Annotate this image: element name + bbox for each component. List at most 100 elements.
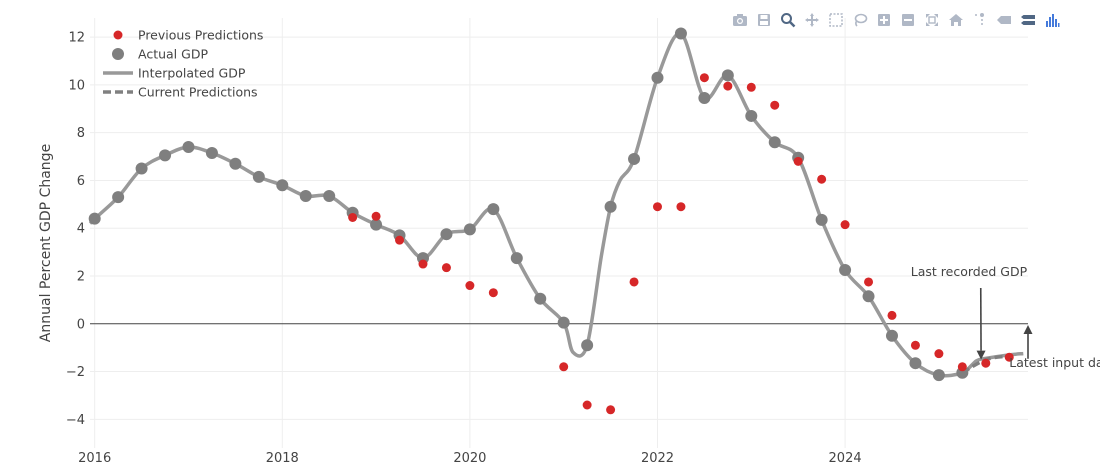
legend-label: Actual GDP [138, 47, 208, 62]
previous-prediction-point[interactable] [699, 73, 709, 83]
actual-gdp-point[interactable] [135, 162, 148, 175]
previous-prediction-point[interactable] [1004, 352, 1014, 362]
previous-prediction-point[interactable] [488, 288, 498, 298]
legend-item[interactable]: Previous Predictions [113, 28, 264, 43]
x-tick-label: 2020 [453, 451, 486, 465]
actual-gdp-point[interactable] [815, 213, 828, 226]
x-axis-ticks: 2016 2018 2020 2022 2024 [78, 451, 861, 465]
actual-gdp-point[interactable] [229, 157, 242, 170]
previous-prediction-point[interactable] [817, 174, 827, 184]
actual-gdp-point[interactable] [604, 200, 617, 213]
legend-label: Interpolated GDP [138, 66, 246, 81]
legend-item[interactable]: Current Predictions [103, 85, 258, 100]
actual-gdp-point[interactable] [909, 357, 922, 370]
save-icon[interactable] [752, 10, 776, 30]
previous-prediction-point[interactable] [629, 277, 639, 287]
previous-prediction-point[interactable] [441, 263, 451, 273]
y-tick-label: −4 [66, 413, 85, 428]
x-tick-label: 2022 [641, 451, 674, 465]
actual-gdp-point[interactable] [885, 329, 898, 342]
actual-gdp-point[interactable] [581, 339, 594, 352]
actual-gdp-point[interactable] [651, 71, 664, 84]
actual-gdp-point[interactable] [839, 264, 852, 277]
actual-gdp-point[interactable] [182, 141, 195, 153]
hover-compare-icon[interactable] [1016, 10, 1040, 30]
actual-gdp-point[interactable] [463, 223, 476, 236]
actual-gdp-point[interactable] [557, 316, 570, 329]
annotation-label: Latest input data [1009, 355, 1100, 370]
previous-prediction-point[interactable] [559, 362, 569, 372]
y-tick-label: 8 [77, 126, 85, 141]
actual-gdp-point[interactable] [768, 136, 781, 149]
actual-gdp-point[interactable] [276, 179, 289, 192]
actual-gdp-point[interactable] [299, 189, 312, 202]
previous-prediction-point[interactable] [934, 349, 944, 359]
actual-gdp-point[interactable] [932, 369, 945, 382]
previous-prediction-point[interactable] [371, 211, 381, 221]
autoscale-icon[interactable] [920, 10, 944, 30]
previous-prediction-point[interactable] [981, 358, 991, 368]
pan-icon[interactable] [800, 10, 824, 30]
actual-gdp-point[interactable] [159, 149, 172, 162]
previous-prediction-point[interactable] [910, 340, 920, 350]
camera-icon[interactable] [728, 10, 752, 30]
x-tick-label: 2024 [829, 451, 862, 465]
legend-marker [112, 48, 124, 60]
actual-gdp-point[interactable] [628, 152, 641, 165]
zoom-out-icon[interactable] [896, 10, 920, 30]
legend-item[interactable]: Actual GDP [112, 47, 208, 62]
previous-prediction-point[interactable] [840, 220, 850, 230]
actual-gdp-point[interactable] [698, 92, 711, 105]
home-icon[interactable] [944, 10, 968, 30]
actual-gdp-point[interactable] [440, 228, 453, 241]
previous-prediction-point[interactable] [887, 310, 897, 320]
actual-gdp-point[interactable] [674, 27, 687, 40]
previous-prediction-point[interactable] [676, 202, 686, 212]
grid [90, 18, 1028, 448]
previous-prediction-point[interactable] [582, 400, 592, 410]
zoom-icon[interactable] [776, 10, 800, 30]
actual-gdp-point[interactable] [370, 218, 383, 231]
actual-gdp-point[interactable] [323, 189, 336, 202]
previous-prediction-point[interactable] [652, 202, 662, 212]
annotation-label: Last recorded GDP [911, 264, 1028, 279]
actual-gdp-point[interactable] [745, 109, 758, 122]
actual-gdp-point[interactable] [534, 292, 547, 305]
actual-gdp-point[interactable] [862, 290, 875, 303]
actual-gdp-point[interactable] [487, 203, 500, 216]
actual-gdp-point[interactable] [510, 252, 523, 265]
y-tick-label: 6 [77, 174, 85, 189]
plotly-logo-icon[interactable] [1040, 10, 1064, 30]
plot-area[interactable] [88, 27, 1024, 415]
actual-gdp-point[interactable] [252, 170, 265, 183]
previous-prediction-point[interactable] [957, 362, 967, 372]
previous-prediction-point[interactable] [746, 82, 756, 92]
previous-prediction-point[interactable] [606, 405, 616, 415]
x-tick-label: 2016 [78, 451, 111, 465]
previous-prediction-point[interactable] [723, 81, 733, 91]
previous-prediction-point[interactable] [395, 235, 405, 245]
zoom-in-icon[interactable] [872, 10, 896, 30]
actual-gdp-point[interactable] [112, 191, 125, 204]
hover-closest-icon[interactable] [992, 10, 1016, 30]
actual-gdp-point[interactable] [205, 146, 218, 159]
previous-prediction-point[interactable] [465, 281, 475, 291]
y-tick-label: 10 [68, 78, 85, 93]
previous-prediction-point[interactable] [348, 212, 358, 222]
y-axis-title: Annual Percent GDP Change [38, 144, 54, 342]
box-select-icon[interactable] [824, 10, 848, 30]
legend[interactable]: Previous Predictions Actual GDP Interpolat… [103, 28, 263, 100]
actual-gdp-point[interactable] [88, 212, 101, 225]
previous-prediction-point[interactable] [418, 259, 428, 269]
previous-prediction-point[interactable] [770, 100, 780, 110]
spike-lines-icon[interactable] [968, 10, 992, 30]
actual-gdp-point[interactable] [721, 69, 734, 82]
previous-prediction-point[interactable] [793, 156, 803, 166]
y-tick-label: 0 [77, 317, 85, 332]
lasso-icon[interactable] [848, 10, 872, 30]
y-tick-label: 12 [68, 31, 85, 46]
previous-prediction-point[interactable] [864, 277, 874, 287]
annotation-arrowhead [1023, 324, 1033, 334]
legend-item[interactable]: Interpolated GDP [103, 66, 246, 81]
